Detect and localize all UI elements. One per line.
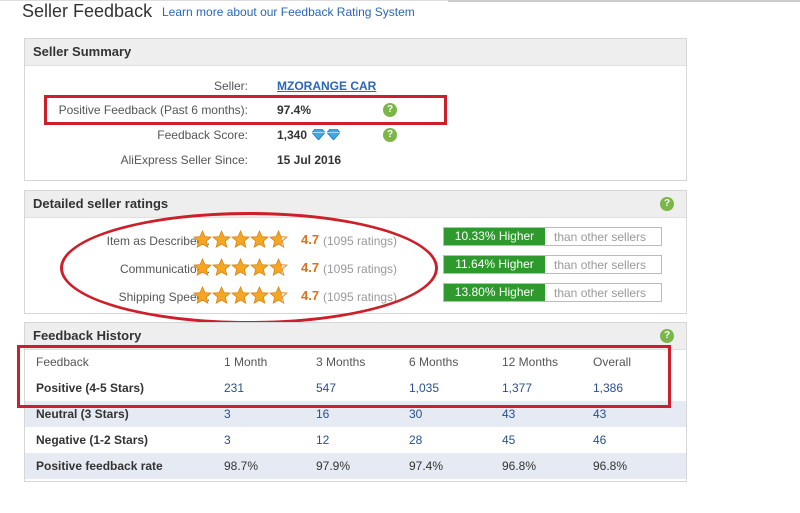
comparison-text: than other sellers xyxy=(554,286,647,300)
seller-summary-panel: Seller Summary Seller: MZORANGE CAR Posi… xyxy=(24,38,687,181)
feedback-history-table: Feedback 1 Month 3 Months 6 Months 12 Mo… xyxy=(25,349,686,479)
row-label: Positive feedback rate xyxy=(36,459,163,473)
column-header: 1 Month xyxy=(224,355,268,369)
help-icon[interactable]: ? xyxy=(383,128,397,142)
feedback-score-value: 1,340 xyxy=(277,128,341,142)
table-cell: 98.7% xyxy=(224,459,259,473)
table-cell-link[interactable]: 231 xyxy=(224,381,245,395)
table-header-row: Feedback 1 Month 3 Months 6 Months 12 Mo… xyxy=(25,349,686,375)
feedback-score-number: 1,340 xyxy=(277,128,308,142)
diamond-icon xyxy=(312,129,326,140)
top-divider-right xyxy=(448,0,800,2)
table-cell-link[interactable]: 30 xyxy=(409,407,423,421)
table-cell-link[interactable]: 12 xyxy=(316,433,330,447)
higher-percent: 11.64% Higher xyxy=(444,256,545,273)
seller-name-link[interactable]: MZORANGE CAR xyxy=(277,79,377,93)
column-header: 12 Months xyxy=(502,355,559,369)
seller-label: Seller: xyxy=(213,79,248,93)
help-icon[interactable]: ? xyxy=(660,329,674,343)
table-cell-link[interactable]: 16 xyxy=(316,407,330,421)
table-cell: 96.8% xyxy=(593,459,628,473)
help-icon[interactable]: ? xyxy=(383,103,397,117)
table-cell-link[interactable]: 1,035 xyxy=(409,381,440,395)
seller-since-label: AliExpress Seller Since: xyxy=(120,153,248,167)
table-cell-link[interactable]: 28 xyxy=(409,433,423,447)
table-cell-link[interactable]: 3 xyxy=(224,433,231,447)
table-cell-link[interactable]: 46 xyxy=(593,433,607,447)
highlight-oval xyxy=(60,212,438,324)
table-cell-link[interactable]: 1,386 xyxy=(593,381,624,395)
positive-feedback-value: 97.4% xyxy=(277,103,312,117)
top-divider xyxy=(0,0,800,1)
positive-feedback-label: Positive Feedback (Past 6 months): xyxy=(58,103,248,117)
highlight-box xyxy=(44,95,447,125)
page-title: Seller Feedback xyxy=(22,1,153,21)
table-cell-link[interactable]: 43 xyxy=(502,407,516,421)
diamond-icon xyxy=(327,129,341,140)
table-cell-link[interactable]: 547 xyxy=(316,381,337,395)
seller-summary-header: Seller Summary xyxy=(25,39,686,66)
seller-summary-title: Seller Summary xyxy=(33,44,132,59)
comparison-badge: 13.80% Higher than other sellers xyxy=(443,283,662,302)
comparison-badge: 10.33% Higher than other sellers xyxy=(443,227,662,246)
column-header: Feedback xyxy=(36,355,89,369)
row-label: Positive (4-5 Stars) xyxy=(36,381,145,395)
table-row: Negative (1-2 Stars) 3 12 28 45 46 xyxy=(25,427,686,453)
row-label: Negative (1-2 Stars) xyxy=(36,433,149,447)
comparison-text: than other sellers xyxy=(554,230,647,244)
table-cell: 97.4% xyxy=(409,459,444,473)
highlight-box xyxy=(17,345,671,408)
column-header: 6 Months xyxy=(409,355,459,369)
ratings-header: Detailed seller ratings ? xyxy=(25,191,686,218)
comparison-text: than other sellers xyxy=(554,258,647,272)
comparison-badge: 11.64% Higher than other sellers xyxy=(443,255,662,274)
help-icon[interactable]: ? xyxy=(660,197,674,211)
feedback-history-panel: Feedback History ? Feedback 1 Month 3 Mo… xyxy=(24,322,687,482)
feedback-score-label: Feedback Score: xyxy=(157,128,248,142)
table-cell: 97.9% xyxy=(316,459,351,473)
ratings-title: Detailed seller ratings xyxy=(33,196,169,211)
column-header: 3 Months xyxy=(316,355,366,369)
table-row: Positive feedback rate 98.7% 97.9% 97.4%… xyxy=(25,453,686,479)
higher-percent: 13.80% Higher xyxy=(444,284,545,301)
higher-percent: 10.33% Higher xyxy=(444,228,545,245)
table-cell: 96.8% xyxy=(502,459,537,473)
table-cell-link[interactable]: 43 xyxy=(593,407,607,421)
history-title: Feedback History xyxy=(33,328,142,343)
table-row: Positive (4-5 Stars) 231 547 1,035 1,377… xyxy=(25,375,686,401)
learn-more-link[interactable]: Learn more about our Feedback Rating Sys… xyxy=(162,5,415,19)
table-cell-link[interactable]: 3 xyxy=(224,407,231,421)
row-label: Neutral (3 Stars) xyxy=(36,407,129,421)
seller-since-value: 15 Jul 2016 xyxy=(277,153,342,167)
table-cell-link[interactable]: 1,377 xyxy=(502,381,533,395)
column-header: Overall xyxy=(593,355,632,369)
table-cell-link[interactable]: 45 xyxy=(502,433,516,447)
